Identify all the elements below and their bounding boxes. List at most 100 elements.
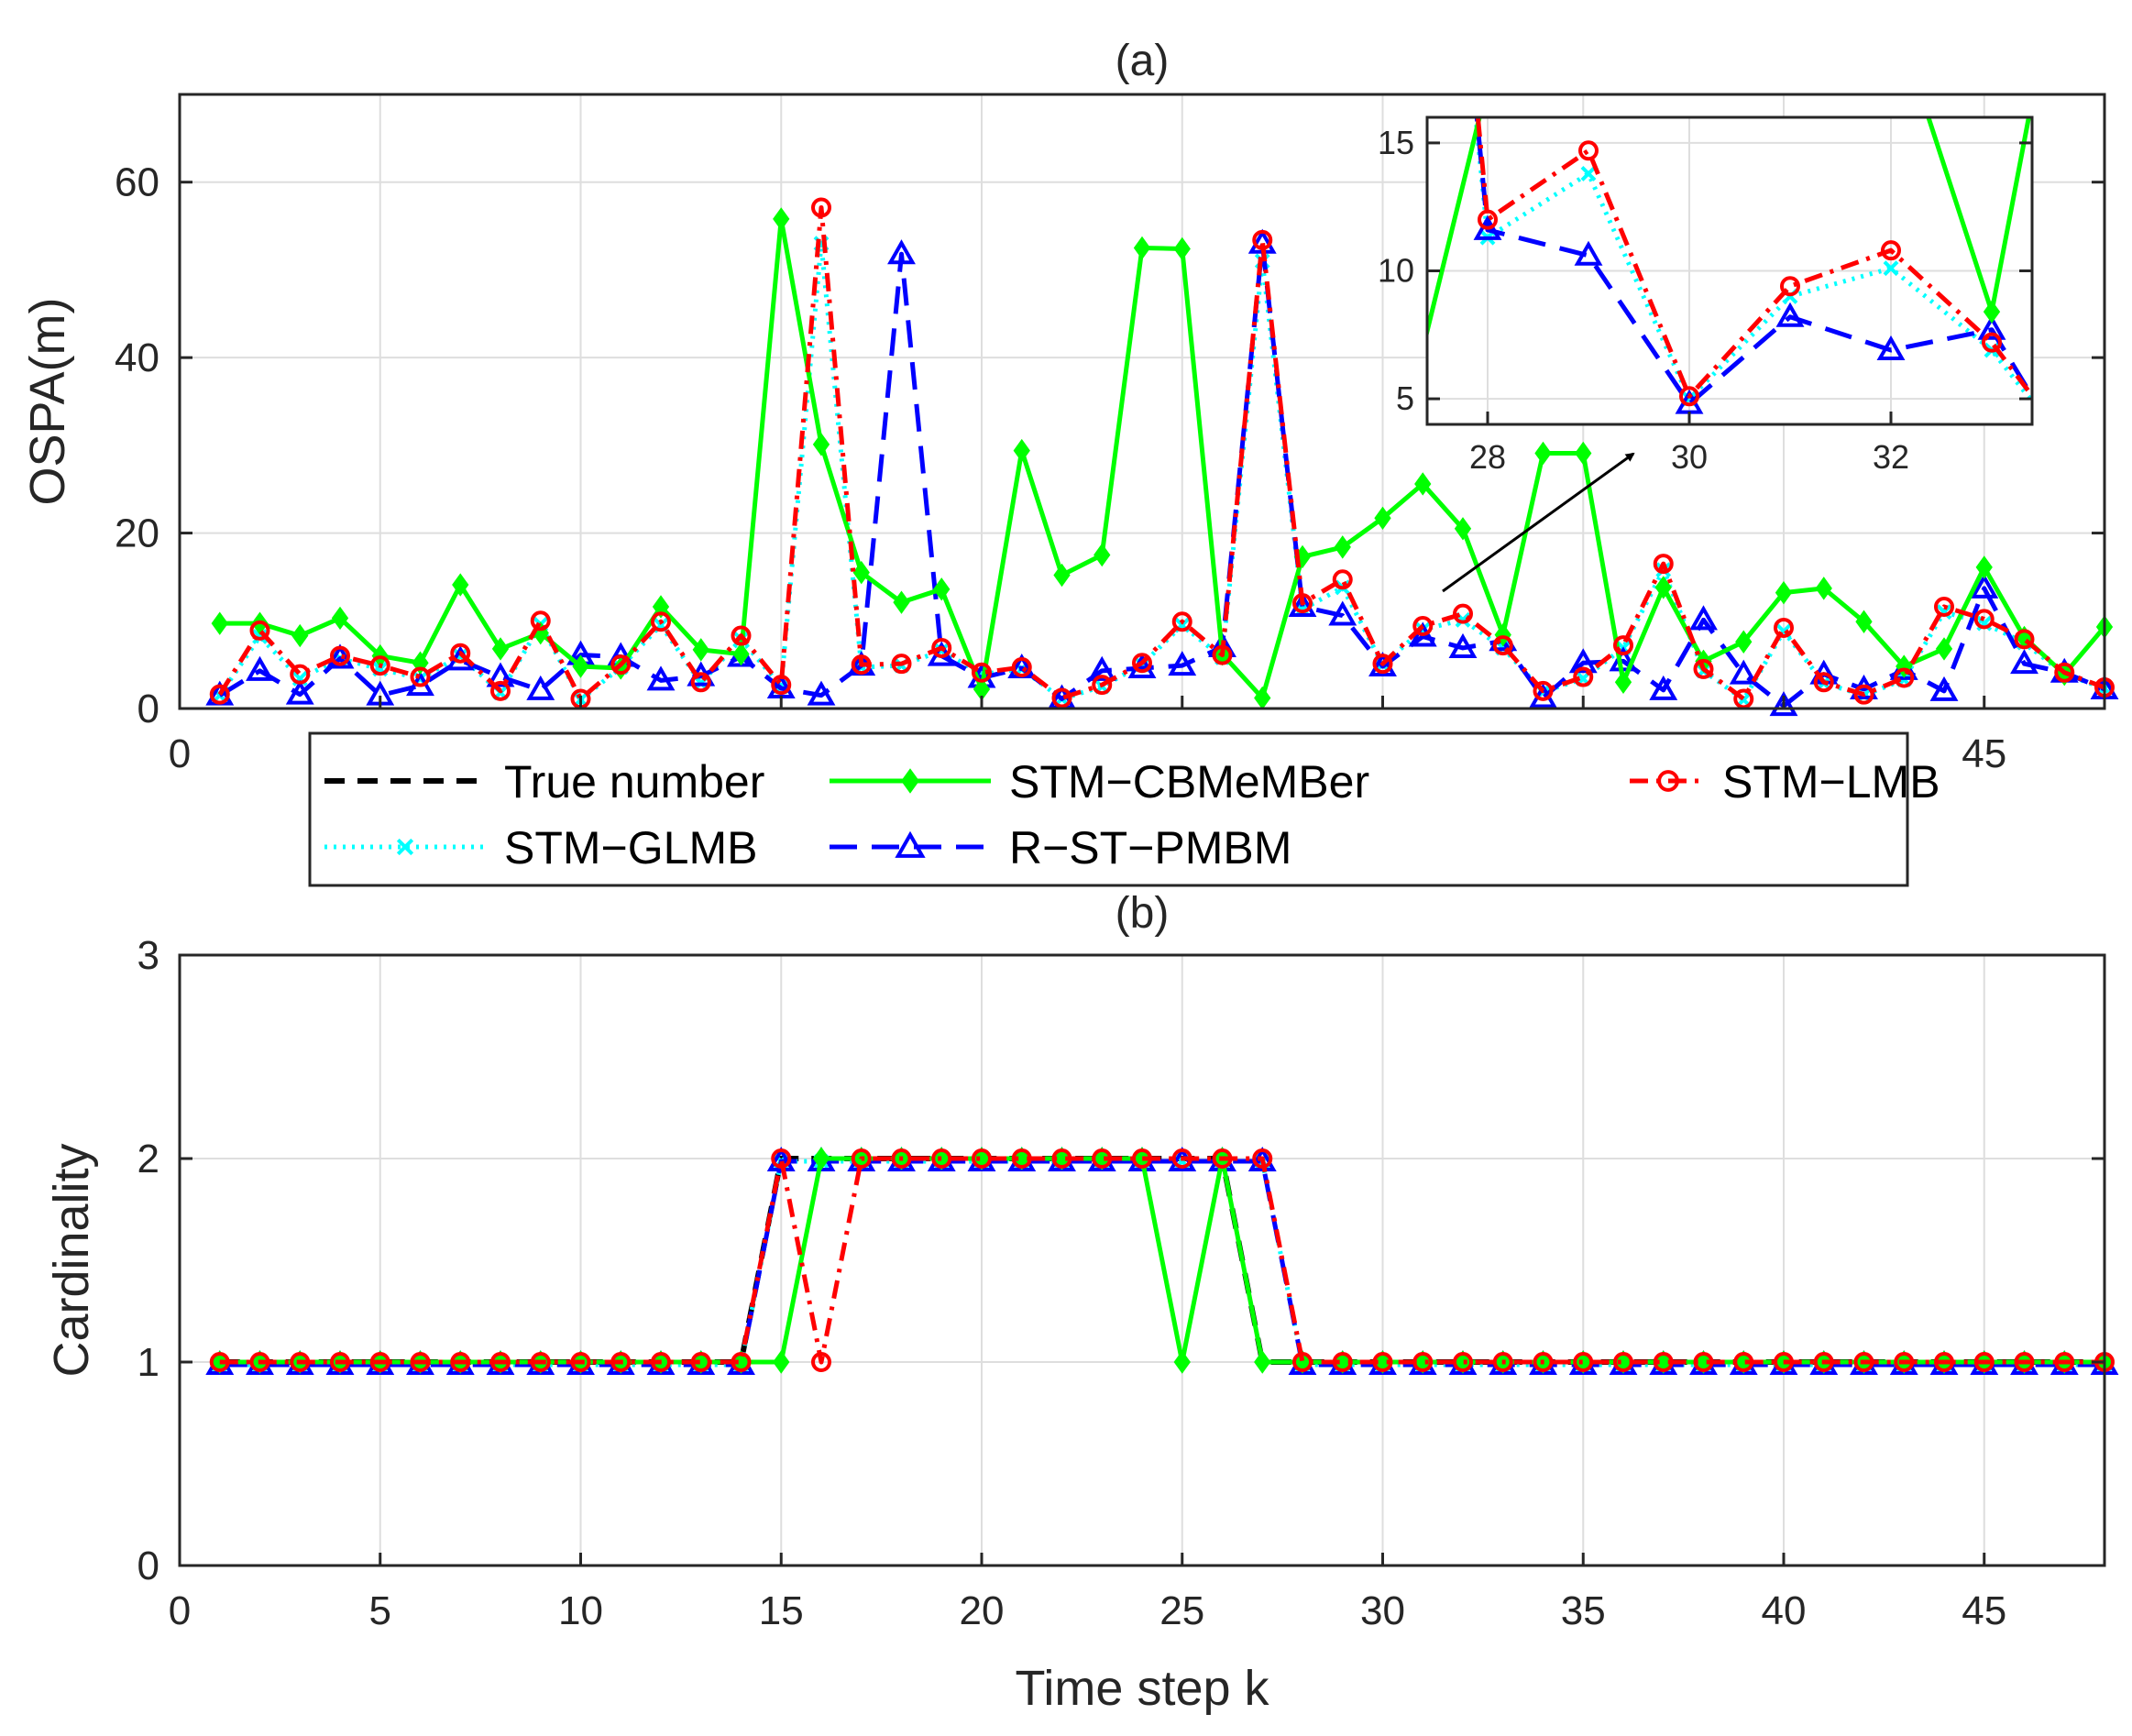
cardinality-point-stm-lmb [369,1352,390,1372]
cardinality-point-stm-lmb [731,1352,752,1372]
ospa-y-axis-label: OSPA(m) [20,298,75,506]
legend-item-true-number: True number [324,756,764,808]
cardinality-point-stm-lmb [931,1148,952,1169]
legend-label-r-st-pmbm: R−ST−PMBM [1009,822,1291,873]
ospa-point-stm-cbmember [1053,563,1071,588]
ospa-point-r-st-pmbm [1288,591,1317,617]
cardinality-point-stm-lmb [330,1352,350,1372]
cardinality-point-stm-lmb [490,1352,511,1372]
inset-series [1427,0,2032,414]
inset-point-stm-cbmember [1884,0,1898,12]
ospa-point-stm-cbmember [732,642,750,666]
ospa-point-r-st-pmbm [1448,632,1478,658]
ospa-point-stm-lmb [811,197,831,218]
ospa-point-stm-cbmember [1614,670,1632,694]
ospa-point-stm-cbmember [1975,555,1993,579]
cardinality-point-stm-lmb [1934,1352,1954,1372]
ospa-point-r-st-pmbm [1929,676,1959,701]
inset-point-r-st-pmbm [1977,314,2006,340]
ospa-point-r-st-pmbm [1769,691,1798,717]
inset-series-line-stm-cbmember [1427,117,2031,341]
ospa-point-stm-lmb [369,655,390,676]
cardinality-point-stm-lmb [1332,1352,1353,1372]
ospa-point-stm-cbmember [1013,438,1030,463]
legend-marker-stm-lmb [1657,770,1679,792]
ospa-point-stm-lmb [1051,687,1072,709]
ospa-point-stm-cbmember [893,590,910,614]
ospa-point-stm-lmb [610,654,632,676]
cardinality-point-stm-lmb [209,1352,230,1372]
cardinality-x-tick-label: 40 [1762,1588,1807,1633]
ospa-series-line-r-st-pmbm [218,241,2105,709]
ospa-point-stm-lmb [851,654,872,676]
cardinality-x-tick-label: 35 [1561,1588,1606,1633]
ospa-point-stm-cbmember [773,207,790,231]
ospa-point-stm-lmb [209,684,230,705]
inset-point-r-st-pmbm [1775,302,1805,327]
ospa-point-stm-lmb [931,637,952,658]
ospa-point-stm-cbmember [812,433,830,456]
ospa-x-tick-label: 45 [1962,731,2006,776]
cardinality-point-stm-lmb [570,1352,591,1372]
ospa-point-stm-lmb [2054,662,2075,683]
inset-series-line-r-st-pmbm [1474,117,2032,407]
ospa-axes-box [178,93,2106,710]
ospa-point-stm-lmb [2014,629,2035,650]
ospa-point-stm-lmb [330,645,350,666]
ospa-point-stm-cbmember [1374,506,1391,531]
cardinality-point-stm-lmb [1853,1352,1874,1372]
ospa-point-r-st-pmbm [1568,648,1598,674]
cardinality-point-stm-cbmember [812,1147,830,1170]
cardinality-point-stm-lmb [1613,1352,1633,1372]
legend-label-true-number: True number [504,756,764,808]
ospa-point-stm-lmb [1853,684,1874,705]
ospa-point-stm-lmb [1813,672,1834,693]
inset-point-stm-glmb [1580,166,1597,181]
ospa-series-line-stm-lmb [217,204,2105,701]
ospa-point-r-st-pmbm [285,679,314,705]
cardinality-y-tick-label: 1 [137,1340,159,1385]
cardinality-y-tick-label: 3 [137,933,159,978]
ospa-point-r-st-pmbm [1368,652,1397,677]
inset-point-stm-cbmember [1480,74,1495,94]
ospa-point-r-st-pmbm [1649,675,1678,700]
cardinality-point-stm-lmb [1051,1148,1072,1169]
inset-point-stm-cbmember [1983,300,2001,324]
cardinality-x-tick-label: 20 [960,1588,1005,1633]
cardinality-point-stm-cbmember [1254,1350,1271,1374]
ospa-point-r-st-pmbm [1168,651,1197,676]
ospa-point-stm-cbmember [1414,472,1432,496]
ospa-point-stm-cbmember [491,637,510,661]
ospa-point-r-st-pmbm [246,655,274,681]
ospa-point-stm-cbmember [1173,236,1191,261]
cardinality-point-stm-lmb [1412,1352,1434,1372]
ospa-point-stm-cbmember [1815,577,1832,600]
ospa-point-stm-lmb [690,672,711,693]
ospa-point-stm-lmb [249,620,270,641]
cardinality-x-tick-label: 5 [369,1588,391,1633]
ospa-point-stm-lmb [1973,609,1995,630]
ospa-point-stm-cbmember [1454,517,1472,541]
cardinality-plot-area [180,955,2105,1566]
cardinality-point-stm-lmb [1292,1352,1313,1372]
cardinality-point-stm-lmb [771,1148,792,1169]
legend-marker-stm-cbmember [901,768,919,794]
ospa-point-stm-cbmember [852,560,870,585]
ospa-point-stm-lmb [290,664,311,685]
inset-series-line-stm-lmb [1475,117,2032,400]
legend-label-stm-lmb: STM−LMB [1722,756,1940,808]
ospa-point-stm-cbmember [572,654,589,678]
cardinality-x-tick-label: 25 [1159,1588,1204,1633]
ospa-series [205,197,2119,717]
ospa-point-stm-lmb [450,643,471,664]
inset-point-stm-lmb [1881,240,1901,261]
ospa-point-stm-lmb [1252,229,1273,250]
ospa-point-r-st-pmbm [807,680,836,706]
ospa-point-r-st-pmbm [486,662,515,687]
inset-point-stm-glmb [1883,260,1899,277]
ospa-point-stm-lmb [1171,611,1192,632]
ospa-point-r-st-pmbm [646,665,676,691]
ospa-point-r-st-pmbm [887,239,916,265]
ospa-point-stm-cbmember [1775,580,1793,605]
cardinality-y-axis-label: Cardinality [44,1143,99,1377]
